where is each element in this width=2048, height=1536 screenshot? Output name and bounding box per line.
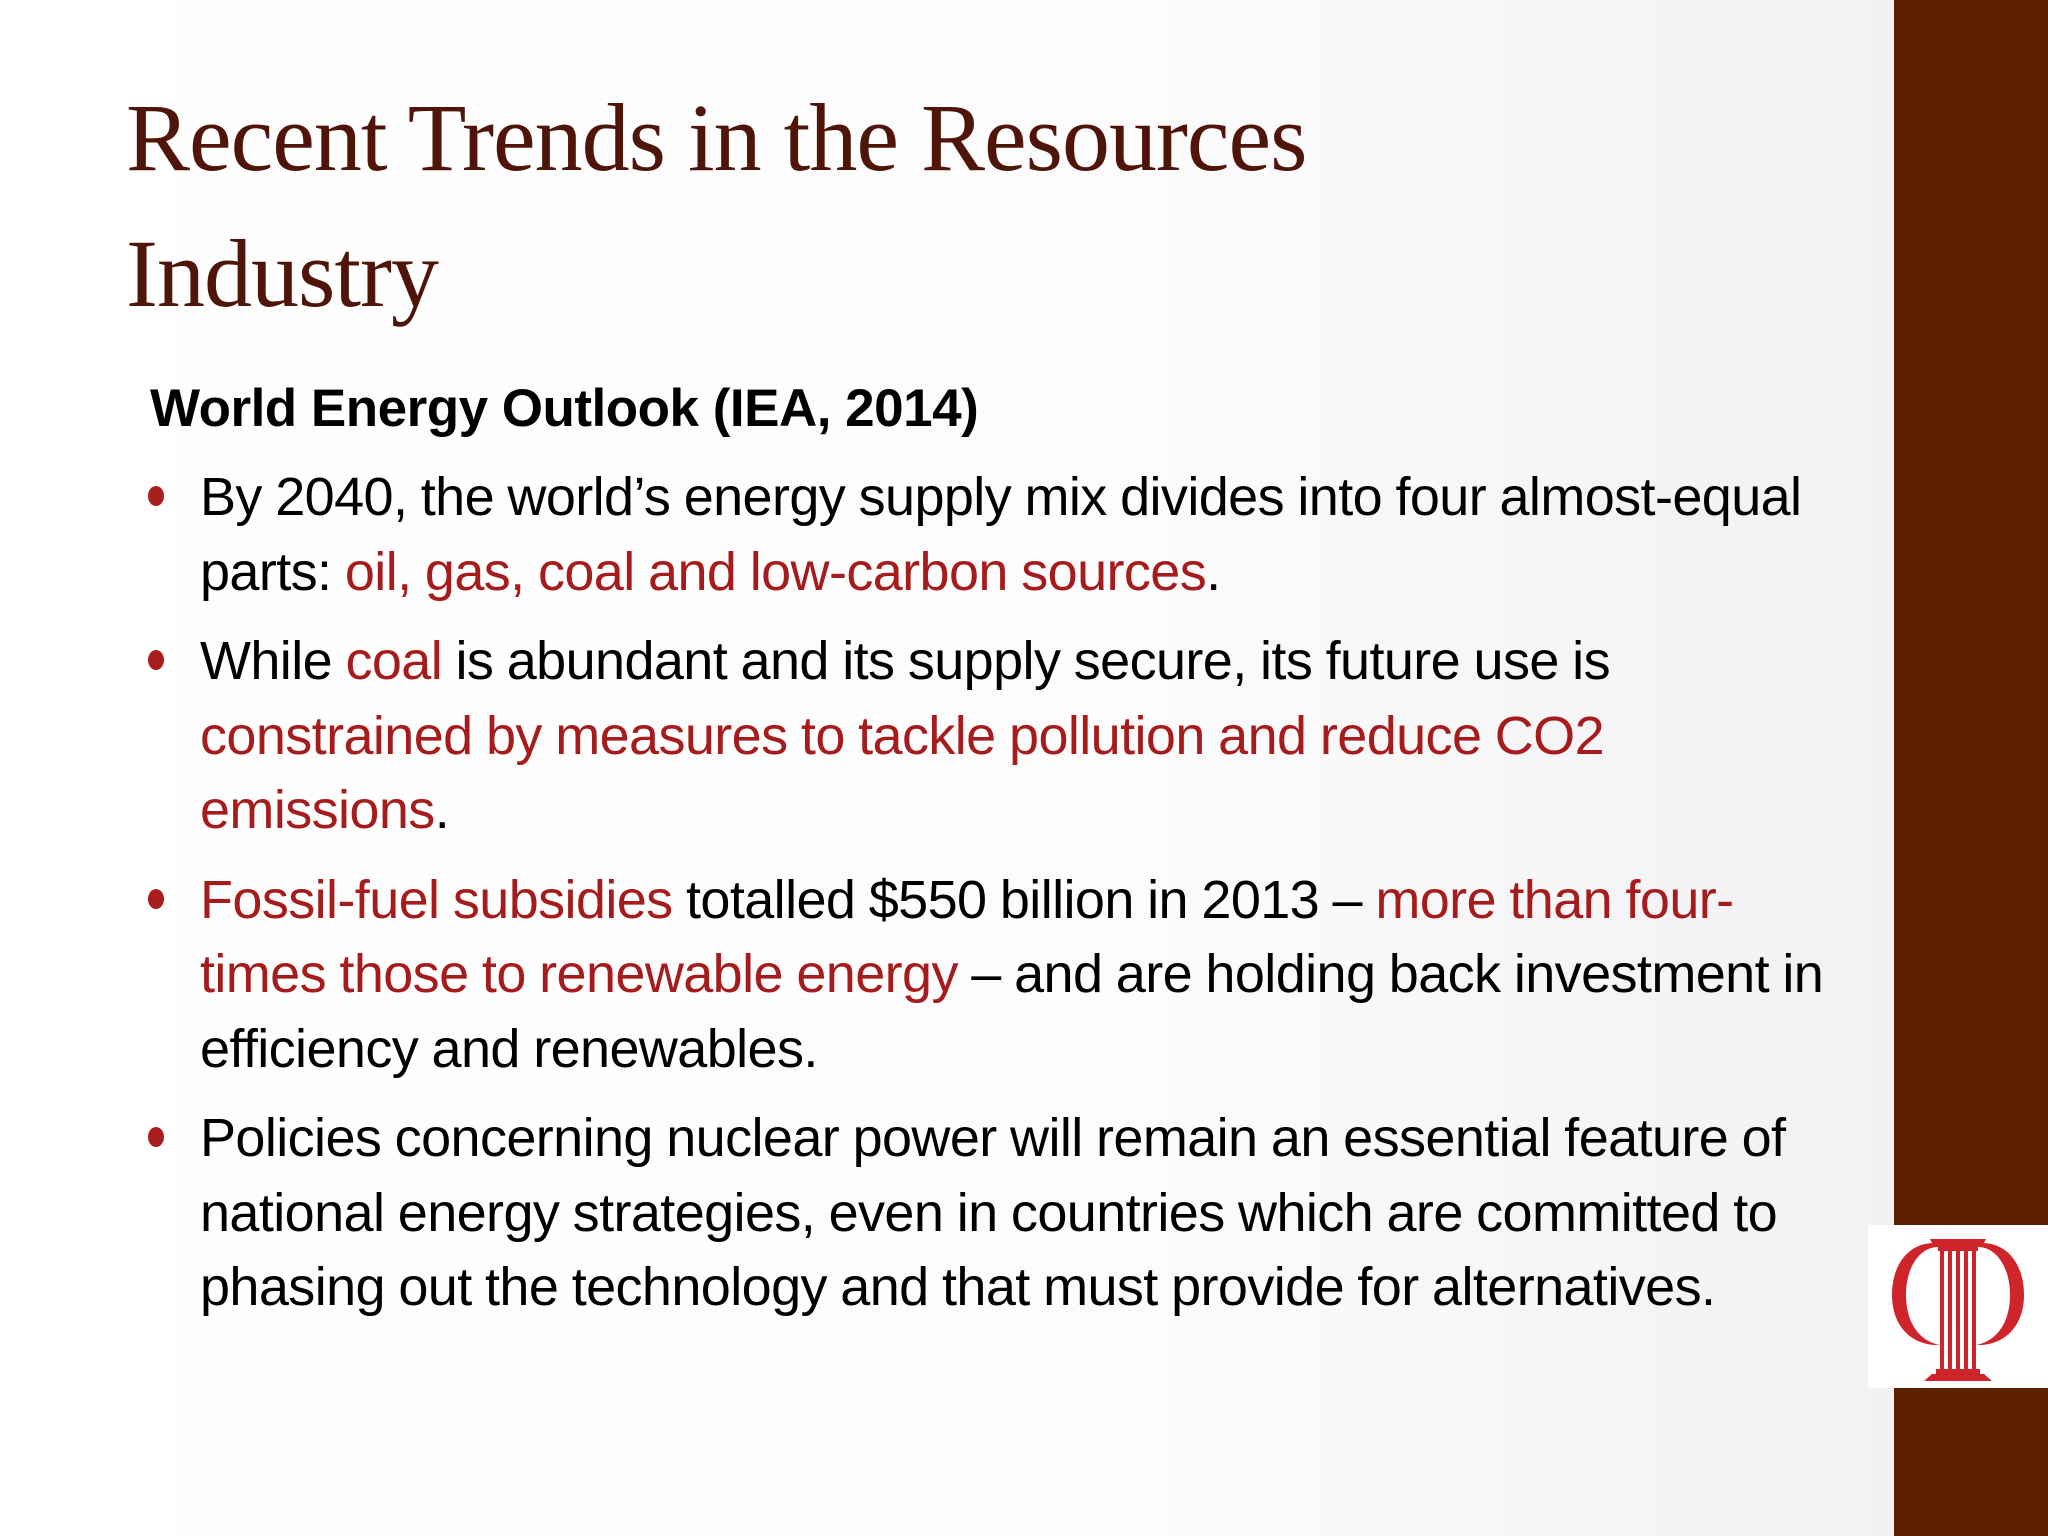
bullet-item: Policies concerning nuclear power will r… [148, 1101, 1840, 1325]
bullet-item: While coal is abundant and its supply se… [148, 624, 1840, 848]
bullet-text: While [200, 631, 346, 691]
slide-title-line-2: Industry [126, 220, 439, 327]
bullet-text: . [434, 780, 450, 840]
slide-title: Recent Trends in the Resources Industry [126, 70, 1826, 342]
slide: Recent Trends in the Resources Industry … [126, 70, 1840, 1340]
bullet-list: By 2040, the world’s energy supply mix d… [148, 460, 1840, 1340]
bullet-highlight: coal [345, 631, 443, 691]
bullet-text: – and are holding back investment in eff… [200, 944, 1824, 1079]
bullet-dot-icon [148, 650, 164, 670]
bullet-text: totalled $550 billion in 2013 – [672, 869, 1376, 930]
bullet-text: By 2040, the world’s energy supply mix d… [200, 467, 1802, 602]
bullet-item: By 2040, the world’s energy supply mix d… [148, 460, 1840, 609]
bullet-text: is abundant and its supply secure, its f… [442, 631, 1611, 691]
phi-column-logo-icon [1892, 1239, 2024, 1381]
slide-title-line-1: Recent Trends in the Resources [126, 84, 1307, 191]
bullet-highlight: Fossil-fuel subsidies [200, 869, 673, 930]
bullet-dot-icon [148, 888, 164, 909]
bullet-dot-icon [148, 486, 164, 506]
bullet-highlight: more than four-times those to renewable … [200, 869, 1734, 1005]
bullet-text: . [1206, 541, 1221, 602]
bullet-highlight: constrained by measures to tackle pollut… [200, 705, 1605, 841]
bullet-dot-icon [148, 1127, 164, 1147]
subheading: World Energy Outlook (IEA, 2014) [150, 379, 979, 438]
bullet-text: Policies concerning nuclear power will r… [200, 1108, 1786, 1317]
logo [1868, 1225, 2048, 1388]
bullet-item: Fossil-fuel subsidies totalled $550 bill… [148, 863, 1840, 1087]
bullet-highlight: oil, gas, coal and low-carbon sources [344, 541, 1207, 602]
